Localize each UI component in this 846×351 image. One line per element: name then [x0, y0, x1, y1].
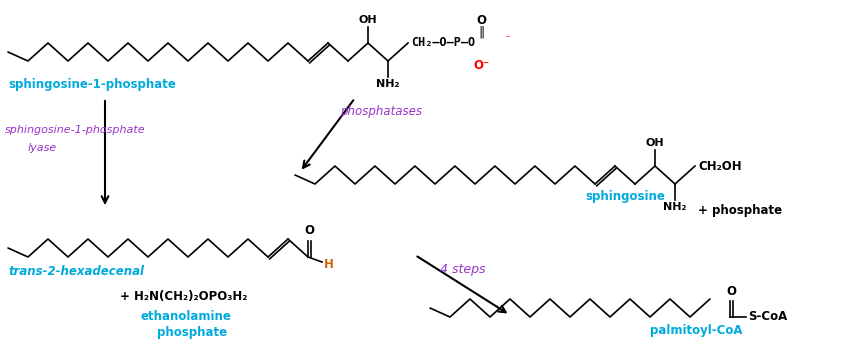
Text: ⁻: ⁻: [504, 34, 510, 44]
Text: NH₂: NH₂: [376, 79, 399, 89]
Text: O: O: [476, 14, 486, 27]
Text: phosphate: phosphate: [157, 326, 227, 339]
Text: trans-2-hexadecenal: trans-2-hexadecenal: [8, 265, 144, 278]
Text: H: H: [324, 258, 334, 271]
Text: sphingosine: sphingosine: [585, 190, 665, 203]
Text: + phosphate: + phosphate: [698, 204, 782, 217]
Text: OH: OH: [645, 138, 664, 148]
Text: ‖: ‖: [478, 26, 484, 39]
Text: sphingosine-1-phosphate: sphingosine-1-phosphate: [8, 78, 176, 91]
Text: O⁻: O⁻: [473, 59, 489, 72]
Text: sphingosine-1-phosphate: sphingosine-1-phosphate: [5, 125, 146, 135]
Text: O: O: [726, 285, 736, 298]
Text: NH₂: NH₂: [663, 202, 687, 212]
Text: O: O: [304, 224, 314, 237]
Text: S-CoA: S-CoA: [748, 311, 788, 324]
Text: lyase: lyase: [28, 143, 58, 153]
Text: OH: OH: [359, 15, 377, 25]
Text: ethanolamine: ethanolamine: [140, 310, 231, 323]
Text: + H₂N(CH₂)₂OPO₃H₂: + H₂N(CH₂)₂OPO₃H₂: [120, 290, 247, 303]
Text: palmitoyl-CoA: palmitoyl-CoA: [650, 324, 743, 337]
Text: 4 steps: 4 steps: [440, 263, 486, 276]
Text: CH₂—O—P—O: CH₂—O—P—O: [411, 37, 475, 49]
Text: CH₂OH: CH₂OH: [698, 159, 742, 172]
Text: phosphatases: phosphatases: [340, 105, 422, 118]
